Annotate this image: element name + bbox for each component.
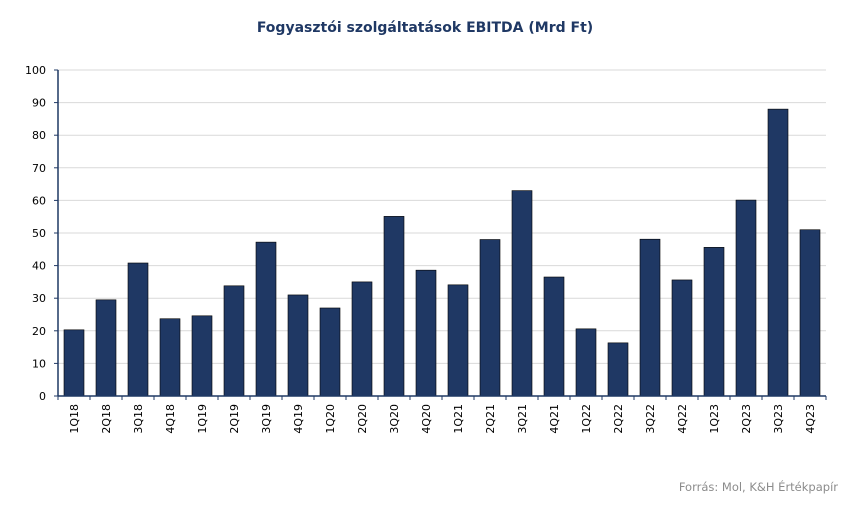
bar [255,241,277,397]
bar [447,284,469,397]
bar [95,299,117,397]
x-tick-label: 1Q19 [196,404,209,434]
y-tick-label: 100 [25,64,46,77]
y-tick-label: 90 [32,97,46,110]
grid-lines [58,69,826,364]
bar [575,328,597,397]
y-tick-label: 10 [32,357,46,370]
bar [415,269,437,397]
x-tick-label: 1Q23 [708,404,721,434]
bar [351,281,373,397]
x-tick-label: 2Q20 [356,404,369,434]
x-tick-label: 4Q20 [420,404,433,434]
x-tick-label: 3Q21 [516,404,529,434]
x-tick-label: 1Q21 [452,404,465,434]
bar [703,247,725,397]
bar [511,190,533,397]
bar [735,199,757,397]
bar [639,238,661,397]
x-tick-label: 4Q18 [164,404,177,434]
x-tick-label: 3Q18 [132,404,145,434]
x-tick-label: 4Q22 [676,404,689,434]
x-axis-ticks: 1Q18 2Q18 3Q18 4Q18 1Q19 2Q19 3Q19 4Q19 1Q20 2Q20… [57,396,827,434]
bar [767,108,789,397]
bar [127,262,149,397]
y-tick-label: 30 [32,292,46,305]
y-tick-label: 50 [32,227,46,240]
x-tick-label: 2Q22 [612,404,625,434]
source-note: Forrás: Mol, K&H Értékpapír [678,480,838,494]
bar [159,318,181,397]
x-tick-label: 4Q21 [548,404,561,434]
bar [543,276,565,397]
x-tick-label: 2Q19 [228,404,241,434]
bar [287,294,309,397]
y-tick-label: 40 [32,260,46,273]
bar [607,342,629,397]
y-tick-label: 60 [32,194,46,207]
bar [799,229,821,397]
x-tick-label: 3Q19 [260,404,273,434]
x-tick-label: 2Q23 [740,404,753,434]
x-tick-label: 1Q22 [580,404,593,434]
x-tick-label: 3Q20 [388,404,401,434]
x-tick-label: 2Q21 [484,404,497,434]
x-tick-label: 4Q23 [804,404,817,434]
y-tick-label: 70 [32,162,46,175]
y-tick-label: 20 [32,325,46,338]
bar [319,307,341,397]
bar [479,239,501,397]
x-tick-label: 4Q19 [292,404,305,434]
bar [191,315,213,397]
x-tick-label: 1Q18 [68,404,81,434]
y-tick-label: 80 [32,129,46,142]
bar [383,216,405,397]
y-tick-label: 0 [39,390,46,403]
bar [671,279,693,397]
x-tick-label: 3Q23 [772,404,785,434]
bars [63,108,821,397]
y-axis-ticks: 0 10 20 30 40 50 60 70 80 90 100 [25,64,58,403]
x-tick-label: 3Q22 [644,404,657,434]
bar [63,329,85,397]
x-tick-label: 1Q20 [324,404,337,434]
x-tick-label: 2Q18 [100,404,113,434]
chart-title: Fogyasztói szolgáltatások EBITDA (Mrd Ft… [256,20,594,36]
bar [223,285,245,397]
